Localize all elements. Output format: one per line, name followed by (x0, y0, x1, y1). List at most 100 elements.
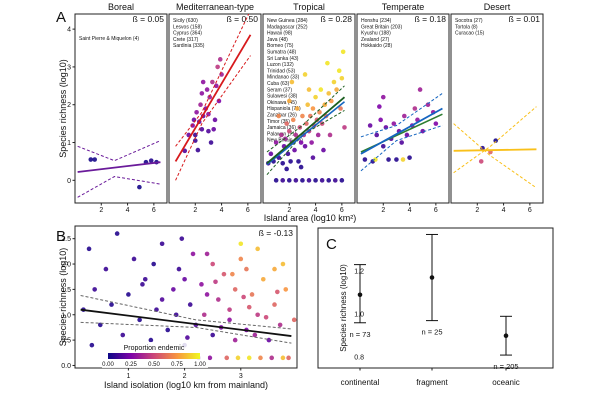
data-point (298, 140, 304, 145)
panel-c-ylabel: Species richness (log10) (339, 264, 348, 352)
data-point (159, 241, 165, 247)
fit-line (77, 161, 161, 173)
errorbar-fragment: n = 25 (421, 233, 443, 337)
facet-title: Temperate (382, 2, 425, 12)
y-tick-label: 0.0 (61, 363, 71, 370)
island-label: Timor (35) (267, 119, 290, 125)
data-point (176, 266, 182, 272)
data-point (182, 148, 188, 154)
island-label: Socotra (27) (455, 18, 483, 24)
data-point (232, 287, 238, 292)
data-point (280, 355, 286, 361)
data-point (286, 355, 291, 361)
island-label: Zealand (27) (361, 37, 390, 43)
data-point (280, 178, 286, 183)
data-point (326, 91, 332, 96)
island-label: Sicily (630) (173, 18, 198, 24)
ci-lower-line (453, 123, 537, 189)
data-point (214, 83, 219, 89)
data-point (493, 138, 498, 143)
island-label: Sardinia (335) (173, 43, 205, 49)
data-point (286, 178, 292, 183)
ci-lower-line (175, 55, 251, 181)
y-tick-label: 2.0 (61, 262, 71, 269)
data-point (185, 335, 190, 340)
data-point (204, 292, 210, 297)
data-point (342, 125, 347, 130)
data-point (198, 102, 203, 108)
ci-lower-line (266, 109, 345, 175)
facet-beta: ß = 0.28 (321, 14, 353, 24)
data-point (173, 312, 179, 318)
data-point (131, 256, 137, 262)
x-tick-label: 1 (126, 373, 130, 380)
facet-title: Desert (484, 2, 511, 12)
data-point (207, 355, 213, 361)
panel-c: C Species richness (log10) 0.8 1.0 1.2 n = 73… (317, 227, 554, 387)
data-point (200, 79, 206, 85)
data-point (210, 261, 215, 267)
data-point (92, 157, 98, 162)
data-point (284, 166, 289, 172)
data-point (192, 138, 198, 143)
data-point (241, 294, 246, 300)
data-point (201, 312, 207, 318)
data-point (258, 355, 263, 361)
x-tick-label: 2 (193, 207, 197, 214)
category-label: fragment (416, 378, 448, 387)
facet-beta: ß = 0.50 (227, 14, 259, 24)
data-point (230, 271, 235, 277)
facet-plot-area (77, 140, 161, 198)
facet-tropical: Tropical ß = 0.28 New Guinea (284)Madagasc… (262, 2, 356, 214)
island-label: Borneo (75) (267, 43, 294, 49)
ci-upper-line (175, 14, 250, 147)
data-point (313, 94, 318, 100)
data-point (140, 282, 145, 287)
data-point (137, 317, 142, 323)
data-point (412, 106, 418, 111)
ci-upper-line (77, 140, 161, 162)
island-label: Crete (317) (173, 37, 199, 43)
y-tick-label: 1 (67, 140, 71, 147)
x-tick-label: 6 (152, 207, 156, 214)
island-label: Honshu (234) (361, 18, 392, 24)
data-point (420, 128, 426, 134)
y-tick-label: 2.5 (61, 236, 71, 243)
data-point (213, 279, 218, 285)
data-point (292, 147, 297, 153)
data-point (302, 72, 308, 77)
data-point (319, 178, 325, 183)
island-label: Java (48) (267, 37, 288, 43)
data-point (310, 106, 316, 111)
x-tick-label: 2 (287, 207, 291, 214)
data-point (215, 64, 220, 70)
panel-c-frame (317, 227, 554, 369)
data-point (204, 251, 210, 257)
data-point (290, 117, 296, 123)
ci-lower-line (77, 176, 161, 198)
island-label: Cyprus (364) (173, 31, 202, 37)
data-point (402, 113, 407, 119)
data-point (252, 332, 258, 338)
data-point (374, 132, 380, 138)
data-point (378, 117, 383, 123)
data-point (362, 157, 368, 162)
data-point (273, 140, 279, 145)
data-point (208, 140, 214, 145)
data-point (191, 117, 197, 123)
data-point (148, 158, 154, 163)
data-point (304, 121, 309, 126)
data-point (249, 292, 255, 297)
data-point (216, 297, 221, 302)
category-label: oceanic (492, 378, 520, 387)
facet-boreal: Boreal ß = 0.05 Saint Pierre & Miquelon (4… (67, 2, 168, 214)
data-point (120, 332, 126, 338)
island-label: Hokkaido (28) (361, 43, 392, 49)
island-label: Lesvos (158) (173, 24, 202, 30)
data-point (313, 178, 318, 183)
data-point (171, 287, 176, 292)
island-label: Jamaica (36) (267, 125, 296, 131)
legend-tick-label: 1.00 (194, 362, 206, 368)
data-point (293, 132, 299, 138)
